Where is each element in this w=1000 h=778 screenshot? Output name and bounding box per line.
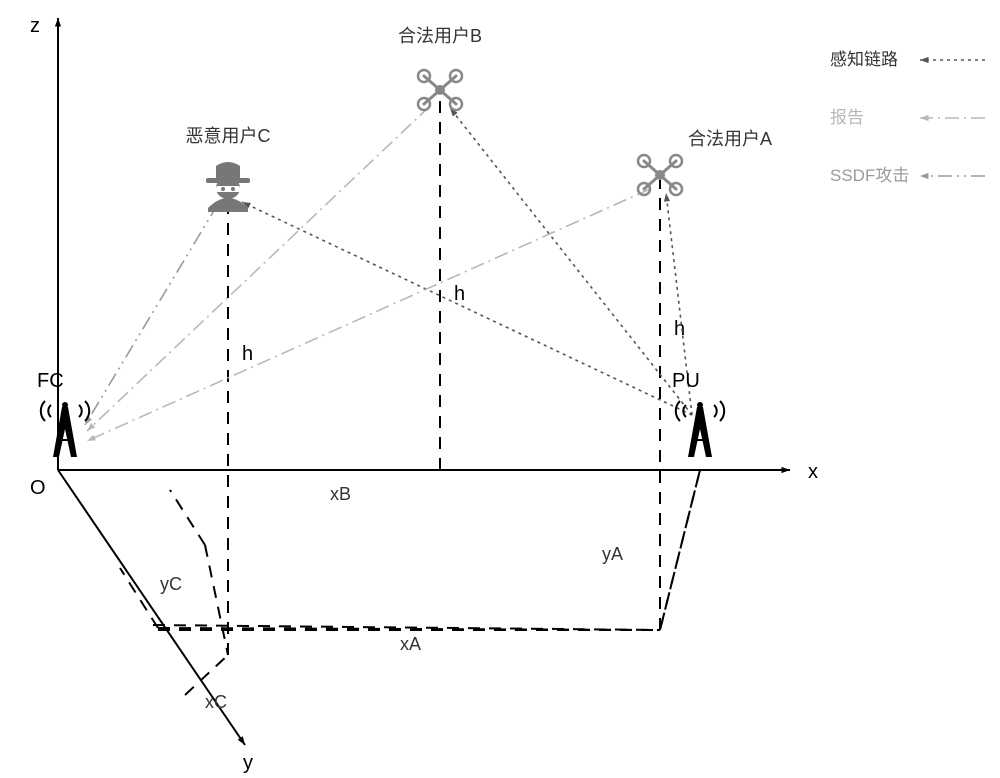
- xA-label: xA: [400, 634, 421, 654]
- tower-icon: [676, 401, 724, 457]
- userA-label: 合法用户A: [688, 129, 772, 149]
- projection-line: [170, 490, 205, 545]
- spy-icon: [206, 162, 250, 212]
- userB-label: 合法用户B: [398, 26, 482, 46]
- tower-icon: [41, 401, 89, 457]
- yA-label: yA: [602, 544, 623, 564]
- axis-z-label: z: [30, 15, 40, 37]
- fc-label: FC: [37, 370, 64, 392]
- yC-label: yC: [160, 574, 182, 594]
- userC-label: 恶意用户C: [186, 126, 271, 146]
- h-label-c: h: [242, 343, 253, 365]
- xB-label: xB: [330, 484, 351, 504]
- legend-label: SSDF攻击: [830, 166, 909, 185]
- pu-label: PU: [672, 370, 700, 392]
- xC-label: xC: [205, 692, 227, 712]
- axis-y-label: y: [243, 752, 253, 774]
- origin-label: O: [30, 477, 46, 499]
- legend-label: 感知链路: [830, 50, 898, 69]
- axis-x-label: x: [808, 461, 818, 483]
- projection-line: [120, 568, 158, 628]
- h-label-b: h: [454, 283, 465, 305]
- legend-label: 报告: [830, 108, 864, 127]
- projection-line: [205, 545, 228, 655]
